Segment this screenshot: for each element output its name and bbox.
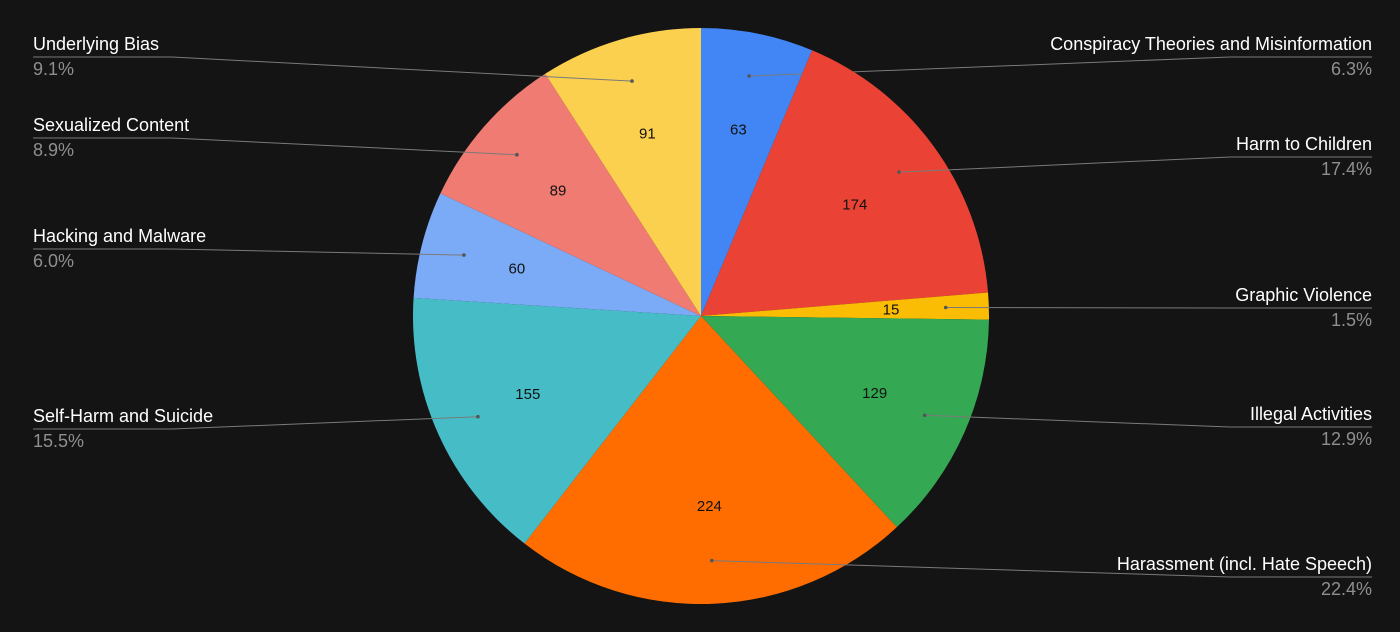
leader-dot-hacking-and-malware xyxy=(462,253,466,257)
slice-percent: 17.4% xyxy=(1320,159,1372,179)
leader-dot-underlying-bias xyxy=(630,79,634,83)
pie-slice-harm-to-children[interactable] xyxy=(701,50,989,317)
slice-value-label-hacking-and-malware: 60 xyxy=(509,261,526,278)
leader-line-harm-to-children xyxy=(898,156,1372,173)
slice-category-name: Hacking and Malware xyxy=(33,226,207,246)
pie-slice-graphic-violence[interactable] xyxy=(701,292,990,320)
leader-dot-conspiracy-theories-and-misinformation xyxy=(747,74,751,78)
slice-percent: 15.5% xyxy=(33,431,85,451)
slice-value-label-illegal-activities: 129 xyxy=(862,385,887,402)
slice-label-harm-to-children: Harm to Children 17.4% xyxy=(1236,133,1372,180)
leader-dot-harassment-incl-hate-speech xyxy=(710,558,714,563)
pie-slice-harassment-incl-hate-speech[interactable] xyxy=(524,316,897,605)
leader-line-sexualized-content xyxy=(33,137,517,156)
leader-dot-illegal-activities xyxy=(922,413,927,418)
slice-percent: 8.9% xyxy=(33,140,75,160)
slice-percent: 12.9% xyxy=(1320,429,1372,449)
pie-slice-self-harm-and-suicide[interactable] xyxy=(413,297,701,544)
slice-percent: 22.4% xyxy=(1320,579,1372,599)
leader-line-hacking-and-malware xyxy=(33,248,464,256)
leader-dot-harm-to-children xyxy=(897,170,901,174)
slice-value-label-harm-to-children: 174 xyxy=(842,196,867,213)
leader-line-self-harm-and-suicide xyxy=(33,416,478,430)
slice-percent: 1.5% xyxy=(1330,310,1372,330)
leader-line-underlying-bias xyxy=(33,56,633,82)
slice-category-name: Graphic Violence xyxy=(1235,285,1372,305)
slice-value-label-sexualized-content: 89 xyxy=(550,183,567,200)
pie-slice-illegal-activities[interactable] xyxy=(701,316,989,528)
slice-label-self-harm-and-suicide: Self-Harm and Suicide 15.5% xyxy=(33,405,213,452)
pie-slice-hacking-and-malware[interactable] xyxy=(413,193,701,316)
slice-value-label-underlying-bias: 91 xyxy=(639,126,656,143)
leader-dot-sexualized-content xyxy=(515,152,519,157)
slice-value-label-graphic-violence: 15 xyxy=(883,301,900,318)
slice-value-label-conspiracy-theories-and-misinformation: 63 xyxy=(730,122,747,139)
slice-category-name: Conspiracy Theories and Misinformation xyxy=(1050,34,1372,54)
pie-slice-underlying-bias[interactable] xyxy=(545,28,701,316)
slice-category-name: Illegal Activities xyxy=(1249,404,1372,424)
slice-percent: 9.1% xyxy=(33,59,75,79)
slice-category-name: Underlying Bias xyxy=(33,34,160,54)
slice-label-underlying-bias: Underlying Bias 9.1% xyxy=(33,33,159,80)
slice-label-sexualized-content: Sexualized Content 8.9% xyxy=(33,114,189,161)
leader-line-graphic-violence xyxy=(945,307,1372,309)
slice-label-illegal-activities: Illegal Activities 12.9% xyxy=(1250,403,1372,450)
slice-percent: 6.3% xyxy=(1330,59,1372,79)
slice-category-name: Sexualized Content xyxy=(33,115,190,135)
leader-dot-graphic-violence xyxy=(943,305,948,310)
pie-slice-conspiracy-theories-and-misinformation[interactable] xyxy=(701,27,813,316)
leader-dot-self-harm-and-suicide xyxy=(476,414,480,419)
slice-label-conspiracy-theories-and-misinformation: Conspiracy Theories and Misinformation 6.… xyxy=(1050,33,1372,80)
slice-value-label-harassment-incl-hate-speech: 224 xyxy=(697,498,722,515)
leader-line-harassment-incl-hate-speech xyxy=(711,560,1372,578)
pie-slice-sexualized-content[interactable] xyxy=(440,73,701,316)
slice-label-hacking-and-malware: Hacking and Malware 6.0% xyxy=(33,225,206,272)
slice-label-harassment-incl-hate-speech: Harassment (incl. Hate Speech) 22.4% xyxy=(1117,553,1372,600)
slice-percent: 6.0% xyxy=(33,251,75,271)
leader-line-illegal-activities xyxy=(924,414,1372,428)
slice-value-label-self-harm-and-suicide: 155 xyxy=(515,386,540,403)
slice-category-name: Harassment (incl. Hate Speech) xyxy=(1116,554,1372,574)
slice-category-name: Self-Harm and Suicide xyxy=(33,406,214,426)
leader-line-conspiracy-theories-and-misinformation xyxy=(749,56,1372,77)
slice-label-graphic-violence: Graphic Violence 1.5% xyxy=(1235,284,1372,331)
slice-category-name: Harm to Children xyxy=(1235,134,1372,154)
